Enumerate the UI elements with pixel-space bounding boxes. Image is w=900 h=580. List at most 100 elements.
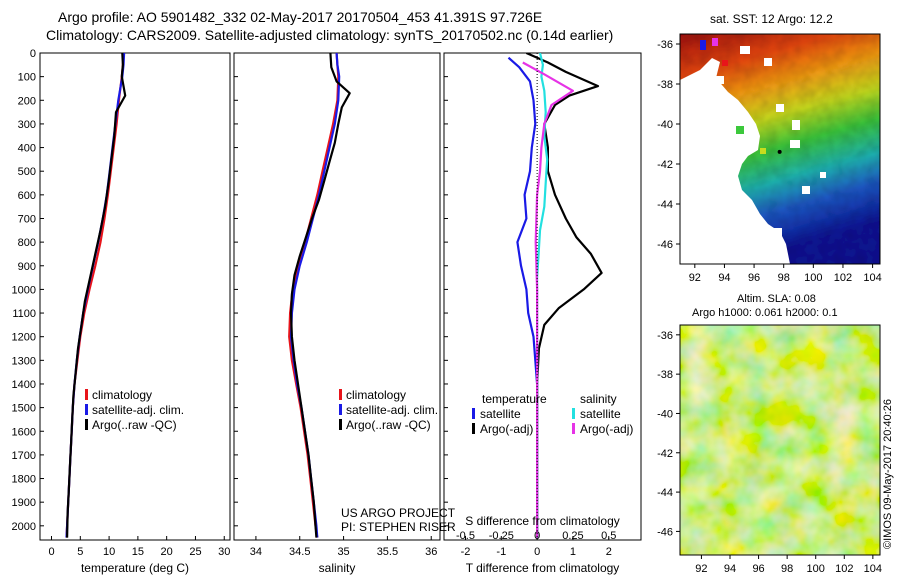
legend-swatch (339, 389, 342, 400)
sla-map-title-2: Argo h1000: 0.061 h2000: 0.1 (692, 307, 838, 319)
temperature-panel: 0 5 10 15 20 25 300100200300400500600700800900… (12, 48, 231, 575)
x-tick-label: 30 (218, 546, 230, 558)
legend-swatch (85, 404, 88, 415)
map-x-tick-label: 92 (689, 272, 701, 284)
y-tick-label: 400 (18, 143, 36, 155)
map-y-tick-label: -42 (657, 448, 673, 460)
y-tick-label: 1600 (12, 426, 36, 438)
plot-frame (443, 52, 642, 541)
y-tick-label: 1200 (12, 332, 36, 344)
salinity-panel: 34 34.5 35 35.5 36 salinity climatologysatelli… (233, 52, 441, 575)
map-x-tick-label: 100 (804, 272, 822, 284)
legend-swatch (572, 408, 575, 419)
sst-coast-pixels (700, 38, 766, 154)
legend-swatch (572, 423, 575, 434)
map-x-tick-label: 92 (695, 563, 707, 575)
sla-map-field (680, 325, 880, 555)
imos-watermark: ©IMOS 09-May-2017 20:40:26 (882, 399, 894, 549)
y-tick-label: 1300 (12, 355, 36, 367)
legend-label: Argo(-adj) (580, 422, 633, 436)
legend-label: climatology (346, 388, 406, 402)
header-line-1: Argo profile: AO 5901482_332 02-May-2017… (58, 9, 542, 25)
series-line (66, 53, 127, 538)
map-y-tick-label: -40 (657, 119, 673, 131)
map-y-tick-label: -38 (657, 79, 673, 91)
series-group (507, 53, 603, 538)
x-axis-label: salinity (319, 561, 356, 575)
y-tick-label: 300 (18, 119, 36, 131)
map-y-tick-label: -40 (657, 408, 673, 420)
top-tick-label: 0.25 (562, 530, 583, 542)
series-group (65, 53, 127, 538)
map-x-tick-label: 98 (781, 563, 793, 575)
x-tick-label: 10 (103, 546, 115, 558)
y-tick-label: 1500 (12, 403, 36, 415)
map-x-tick-label: 104 (863, 272, 881, 284)
legend-swatch (339, 419, 342, 430)
legend-swatch (472, 423, 475, 434)
legend-label: Argo(..raw -QC) (92, 418, 177, 432)
map-x-tick-label: 102 (835, 563, 853, 575)
top-axis-label: S difference from climatology (465, 514, 620, 528)
top-tick-label: -0.5 (456, 530, 475, 542)
legend-label: satellite-adj. clim. (92, 403, 184, 417)
x-tick-label: 35 (337, 546, 349, 558)
legend-label: satellite-adj. clim. (346, 403, 438, 417)
sst-cloud-mask (680, 46, 826, 264)
y-tick-label: 1400 (12, 379, 36, 391)
map-x-tick-label: 102 (834, 272, 852, 284)
credit-pi: PI: STEPHEN RISER (341, 520, 456, 534)
map-y-tick-label: -36 (657, 330, 673, 342)
legend-swatch (85, 389, 88, 400)
argo-position-marker (777, 149, 782, 154)
x-axis-label: T difference from climatology (466, 561, 620, 575)
y-tick-label: 1800 (12, 474, 36, 486)
y-tick-label: 0 (30, 48, 36, 60)
x-tick-label: 5 (77, 546, 83, 558)
sst-map-frame (679, 33, 881, 265)
top-tick-label: 0 (534, 530, 540, 542)
y-tick-label: 1100 (12, 308, 36, 320)
x-tick-label: 15 (132, 546, 144, 558)
map-y-tick-label: -46 (657, 239, 673, 251)
x-tick-label: 0 (48, 546, 54, 558)
legend-title-temperature: temperature (482, 392, 547, 406)
sst-map-panel: sat. SST: 12 Argo: 12.2 92 94 96 98 100 102 10… (657, 12, 882, 284)
y-tick-label: 1700 (12, 450, 36, 462)
legend-swatch (85, 419, 88, 430)
map-y-tick-label: -36 (657, 39, 673, 51)
y-tick-label: 2000 (12, 521, 36, 533)
x-tick-label: -2 (461, 546, 471, 558)
legend-label: satellite (580, 407, 621, 421)
x-tick-label: 36 (425, 546, 437, 558)
map-x-tick-label: 98 (778, 272, 790, 284)
y-tick-label: 800 (18, 237, 36, 249)
series-line (507, 56, 539, 538)
difference-panel: -2 -1 0 1 2 T difference from climatology temp… (443, 52, 642, 575)
map-y-tick-label: -38 (657, 369, 673, 381)
sla-map-frame (679, 324, 881, 556)
series-line (288, 53, 340, 538)
x-tick-label: -1 (496, 546, 506, 558)
x-tick-label: 1 (570, 546, 576, 558)
y-tick-label: 1000 (12, 284, 36, 296)
sst-map-title: sat. SST: 12 Argo: 12.2 (710, 12, 833, 26)
sla-map-title-1: Altim. SLA: 0.08 (737, 293, 816, 305)
series-line (289, 53, 351, 538)
map-y-tick-label: -42 (657, 159, 673, 171)
map-x-tick-label: 104 (864, 563, 882, 575)
x-tick-label: 34 (250, 546, 262, 558)
map-x-tick-label: 100 (807, 563, 825, 575)
top-tick-label: -0.25 (489, 530, 514, 542)
y-tick-label: 100 (18, 72, 36, 84)
y-tick-label: 700 (18, 213, 36, 225)
y-tick-label: 1900 (12, 497, 36, 509)
y-tick-label: 500 (18, 166, 36, 178)
series-line (525, 53, 603, 538)
x-tick-label: 34.5 (289, 546, 310, 558)
map-x-tick-label: 94 (718, 272, 730, 284)
x-tick-label: 35.5 (377, 546, 398, 558)
series-group (288, 53, 351, 538)
series-line (522, 61, 574, 538)
